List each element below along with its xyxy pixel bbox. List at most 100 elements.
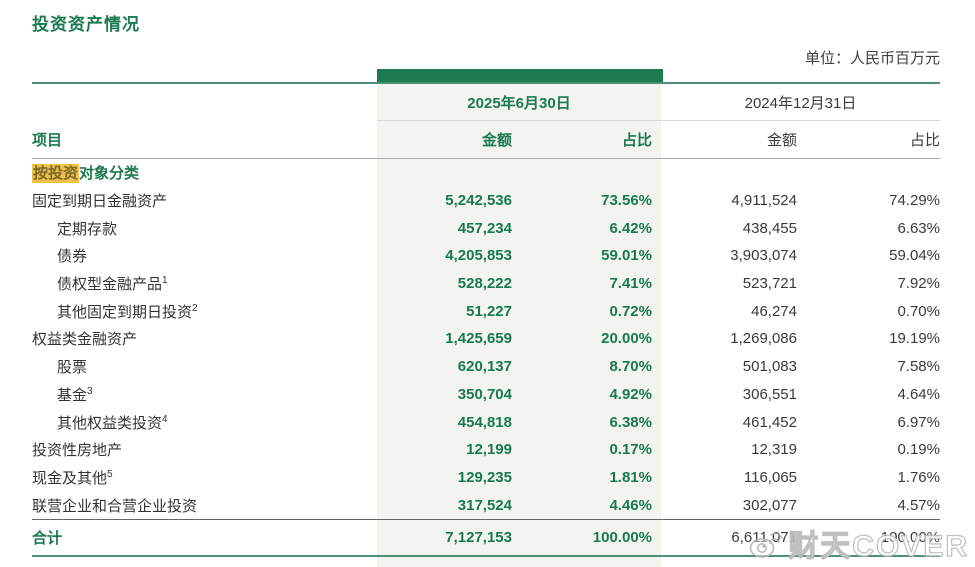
table-row: 固定到期日金融资产 5,242,536 73.56% 4,911,524 74.29% (32, 187, 940, 215)
col-header-share-2025: 占比 (621, 132, 652, 149)
share-2024-cell: 4.64% (897, 385, 940, 403)
table-row: 权益类金融资产 1,425,659 20.00% 1,269,086 19.19% (32, 325, 940, 353)
table-row: 基金3 350,704 4.92% 306,551 4.64% (32, 381, 940, 409)
col-header-amount-2025: 金额 (481, 132, 512, 149)
col-header-amount-2024: 金额 (766, 132, 797, 149)
amount-2024-cell: 4,911,524 (731, 192, 797, 210)
share-2024-cell: 4.57% (897, 496, 940, 514)
share-2024-cell: 7.92% (897, 275, 940, 293)
share-2025-cell: 0.17% (609, 441, 652, 459)
row-label: 权益类金融资产 (32, 331, 138, 349)
investments-table: 2025年6月30日 2024年12月31日 项目 金额 占比 金额 占比 按投… (32, 82, 940, 557)
share-2025-cell: 4.92% (609, 385, 652, 403)
share-2025-cell: 8.70% (609, 358, 652, 376)
amount-2025-cell: 528,222 (457, 275, 512, 293)
footnote-marker: 3 (87, 385, 93, 397)
table-body: 按投资对象分类固定到期日金融资产 5,242,536 73.56% 4,911,524… (32, 159, 940, 519)
header-divider (377, 120, 940, 121)
share-2024-cell: 7.58% (897, 358, 940, 376)
footnote-marker: 1 (162, 275, 168, 287)
share-2025-cell: 4.46% (609, 496, 652, 514)
share-2024-cell: 6.63% (897, 219, 940, 237)
row-label: 定期存款 (57, 220, 118, 238)
share-2025-cell: 73.56% (601, 192, 652, 210)
row-label: 基金3 (57, 385, 93, 404)
row-label: 投资性房地产 (32, 442, 123, 460)
amount-2025-cell: 457,234 (457, 219, 512, 237)
table-row: 债券 4,205,853 59.01% 3,903,074 59.04% (32, 242, 940, 270)
share-2024-cell: 0.19% (897, 441, 940, 459)
row-label: 债券 (57, 248, 88, 266)
amount-2024-cell: 523,721 (742, 275, 797, 293)
period-2025-accent-bar (377, 69, 663, 83)
amount-2025-cell: 4,205,853 (445, 247, 512, 265)
category-label-rest: 对象分类 (79, 165, 140, 183)
total-share-2024: 100.00% (880, 528, 940, 546)
share-2025-cell: 6.38% (609, 413, 652, 431)
share-2024-cell: 59.04% (889, 247, 940, 265)
amount-2025-cell: 1,425,659 (445, 330, 512, 348)
col-header-item: 项目 (32, 132, 63, 149)
category-label: 按投资对象分类 (32, 162, 377, 184)
table-row: 投资性房地产 12,199 0.17% 12,319 0.19% (32, 436, 940, 464)
total-amount-2025: 7,127,153 (445, 528, 512, 546)
unit-label: 单位：人民币百万元 (804, 50, 940, 67)
row-label: 债权型金融产品1 (57, 275, 168, 294)
amount-2025-cell: 5,242,536 (445, 192, 512, 210)
amount-2025-cell: 454,818 (457, 413, 512, 431)
share-2025-cell: 1.81% (609, 468, 652, 486)
amount-2024-cell: 12,319 (751, 441, 797, 459)
row-label: 其他权益类投资4 (57, 413, 168, 432)
amount-2024-cell: 438,455 (742, 219, 797, 237)
period-2025-column-band (377, 69, 661, 567)
amount-2024-cell: 116,065 (743, 468, 797, 486)
table-row: 其他权益类投资4 454,818 6.38% 461,452 6.97% (32, 408, 940, 436)
amount-2024-cell: 461,452 (742, 413, 797, 431)
amount-2024-cell: 501,083 (742, 358, 797, 376)
row-label: 其他固定到期日投资2 (57, 302, 198, 321)
amount-2025-cell: 350,704 (457, 385, 512, 403)
share-2025-cell: 0.72% (609, 302, 652, 320)
category-row: 按投资对象分类 (32, 159, 940, 187)
amount-2025-cell: 12,199 (466, 441, 512, 459)
period-header-2024: 2024年12月31日 (744, 95, 857, 112)
amount-2024-cell: 3,903,074 (730, 247, 797, 265)
amount-2024-cell: 302,077 (742, 496, 797, 514)
total-row: 合计 7,127,153 100.00% 6,611,071 100.00% (32, 518, 940, 557)
period-header-row: 2025年6月30日 2024年12月31日 (32, 82, 940, 121)
column-header-row: 项目 金额 占比 金额 占比 (32, 121, 940, 159)
share-2025-cell: 59.01% (601, 247, 652, 265)
table-row: 联营企业和合营企业投资 317,524 4.46% 302,077 4.57% (32, 491, 940, 519)
footnote-marker: 5 (107, 468, 113, 480)
table-row: 其他固定到期日投资2 51,227 0.72% 46,274 0.70% (32, 297, 940, 325)
amount-2025-cell: 129,235 (457, 468, 512, 486)
share-2024-cell: 19.19% (889, 330, 940, 348)
table-row: 债权型金融产品1 528,222 7.41% 523,721 7.92% (32, 270, 940, 298)
search-highlight: 按投资 (32, 164, 80, 184)
amount-2025-cell: 620,137 (457, 358, 512, 376)
row-label: 固定到期日金融资产 (32, 193, 168, 211)
row-label: 联营企业和合营企业投资 (32, 497, 198, 515)
footnote-marker: 2 (192, 302, 198, 314)
table-row: 定期存款 457,234 6.42% 438,455 6.63% (32, 214, 940, 242)
share-2024-cell: 1.76% (897, 468, 940, 486)
table-row: 现金及其他5 129,235 1.81% 116,065 1.76% (32, 464, 940, 492)
share-2024-cell: 6.97% (897, 413, 940, 431)
col-header-share-2024: 占比 (909, 132, 940, 149)
page-title: 投资资产情况 (32, 15, 140, 34)
amount-2024-cell: 46,274 (751, 302, 797, 320)
amount-2024-cell: 306,551 (742, 385, 797, 403)
share-2025-cell: 6.42% (609, 219, 652, 237)
share-2024-cell: 0.70% (897, 302, 940, 320)
share-2025-cell: 20.00% (601, 330, 652, 348)
period-header-2025: 2025年6月30日 (467, 95, 571, 112)
amount-2025-cell: 51,227 (466, 302, 512, 320)
footnote-marker: 4 (162, 413, 168, 425)
row-label: 现金及其他5 (32, 468, 113, 487)
total-label: 合计 (32, 529, 63, 547)
amount-2025-cell: 317,524 (457, 496, 512, 514)
table-row: 股票 620,137 8.70% 501,083 7.58% (32, 353, 940, 381)
total-share-2025: 100.00% (592, 528, 652, 546)
amount-2024-cell: 1,269,086 (730, 330, 797, 348)
share-2024-cell: 74.29% (889, 192, 940, 210)
